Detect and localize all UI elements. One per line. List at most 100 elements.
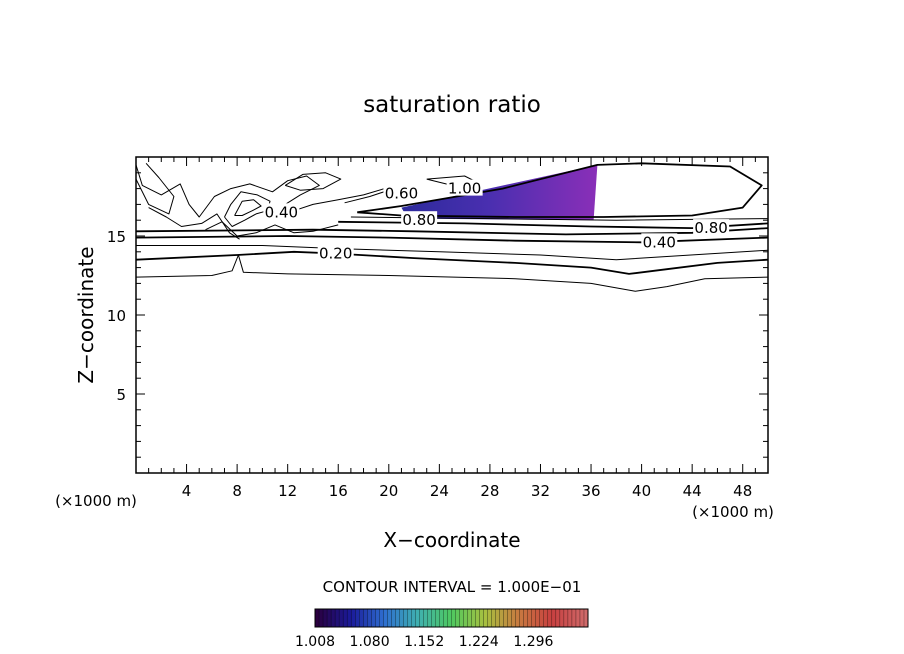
contour-line-9 — [224, 191, 271, 227]
colorbar-swatch — [559, 608, 565, 628]
colorbar-swatches — [314, 608, 589, 628]
x-tick-label: 20 — [379, 482, 398, 500]
x-tick-label: 4 — [182, 482, 192, 500]
contour-label-bg-0 — [317, 244, 354, 261]
colorbar-swatch — [459, 608, 464, 628]
x-tick-label: 32 — [531, 482, 550, 500]
colorbar-tick-label: 1.296 — [513, 634, 553, 650]
contour-line-0 — [136, 254, 768, 292]
colorbar-swatch — [318, 608, 324, 628]
colorbar-swatch — [475, 608, 481, 628]
colorbar-swatch — [463, 608, 469, 628]
colorbar-swatch — [571, 608, 577, 628]
x-tick-label: 48 — [733, 482, 752, 500]
x-tick-label: 16 — [329, 482, 348, 500]
colorbar-swatch — [507, 608, 513, 628]
colorbar-swatch — [447, 608, 452, 628]
contour-line-7 — [357, 162, 763, 218]
y-axis-label: Z−coordinate — [74, 246, 98, 383]
colorbar-frame — [314, 608, 589, 628]
colorbar-swatch — [415, 608, 420, 628]
y-tick-label: 15 — [107, 228, 126, 246]
colorbar-swatch — [379, 608, 384, 628]
colorbar-swatch — [471, 608, 477, 628]
contour-label-bg-1 — [263, 203, 300, 220]
colorbar-swatch — [551, 608, 557, 628]
contour-label-0: 0.20 — [319, 244, 352, 262]
colorbar-swatch — [443, 608, 448, 628]
contour-label-bg-5 — [641, 233, 678, 250]
colorbar-swatch — [547, 608, 553, 628]
shaded-region — [401, 164, 598, 221]
y-axis-ticks: 5 10 15 — [107, 172, 768, 458]
colorbar-swatch — [322, 608, 328, 628]
colorbar-tick-labels: 1.008 1.080 1.152 1.224 1.296 — [295, 634, 554, 650]
colorbar-swatch — [334, 608, 340, 628]
colorbar-swatch — [531, 608, 537, 628]
x-unit-label-left: (×1000 m) — [55, 492, 137, 510]
colorbar-swatch — [371, 608, 376, 628]
x-tick-label: 8 — [232, 482, 242, 500]
colorbar-swatch — [451, 608, 456, 628]
colorbar-swatch — [338, 608, 344, 628]
contour-label-3: 1.00 — [448, 180, 481, 198]
colorbar-swatch — [342, 608, 348, 628]
shaded-region-layer — [401, 164, 598, 221]
x-tick-label: 24 — [430, 482, 449, 500]
colorbar-swatch — [387, 608, 392, 628]
colorbar-swatch — [499, 608, 505, 628]
colorbar-swatch — [399, 608, 404, 628]
colorbar-swatch — [483, 608, 489, 628]
colorbar-swatch — [407, 608, 412, 628]
colorbar-swatch — [455, 608, 460, 628]
colorbar-swatch — [503, 608, 509, 628]
contour-label-bg-6 — [693, 219, 730, 236]
colorbar-swatch — [535, 608, 541, 628]
colorbar-swatch — [411, 608, 416, 628]
colorbar-tick-label: 1.080 — [350, 634, 390, 650]
colorbar-swatch — [511, 608, 517, 628]
colorbar: 1.008 1.080 1.152 1.224 1.296 — [295, 608, 589, 650]
colorbar-swatch — [435, 608, 440, 628]
colorbar-swatch — [495, 608, 501, 628]
y-tick-label: 5 — [116, 386, 126, 404]
contour-line-1 — [136, 250, 768, 275]
colorbar-swatch — [427, 608, 432, 628]
colorbar-swatch — [515, 608, 521, 628]
colorbar-swatch — [391, 608, 396, 628]
contour-label-1: 0.40 — [265, 203, 298, 221]
colorbar-swatch — [350, 608, 356, 628]
contour-line-12 — [148, 207, 240, 240]
contour-label-4: 0.80 — [402, 211, 435, 229]
colorbar-swatch — [423, 608, 428, 628]
colorbar-swatch — [383, 608, 388, 628]
x-tick-label: 40 — [632, 482, 651, 500]
colorbar-swatch — [527, 608, 533, 628]
x-tick-label: 36 — [581, 482, 600, 500]
contour-label-bg-4 — [401, 211, 438, 228]
colorbar-swatch — [403, 608, 408, 628]
x-tick-label: 12 — [278, 482, 297, 500]
x-tick-label: 44 — [683, 482, 702, 500]
contour-line-8 — [136, 164, 396, 218]
colorbar-swatch — [395, 608, 400, 628]
contour-label-bg-2 — [383, 184, 420, 201]
y-tick-label: 10 — [107, 307, 126, 325]
x-unit-label-right: (×1000 m) — [692, 503, 774, 521]
contour-line-11 — [205, 221, 339, 237]
colorbar-swatch — [563, 608, 569, 628]
colorbar-swatch — [491, 608, 497, 628]
x-axis-ticks: 4 8 12 16 20 24 28 32 36 40 44 48 — [148, 157, 756, 500]
colorbar-tick-label: 1.152 — [404, 634, 444, 650]
colorbar-swatch — [354, 608, 360, 628]
contour-line-2 — [136, 245, 768, 261]
colorbar-swatch — [567, 608, 573, 628]
colorbar-swatch — [375, 608, 380, 628]
x-axis-label: X−coordinate — [383, 528, 520, 552]
contour-interval-caption: CONTOUR INTERVAL = 1.000E−01 — [323, 578, 582, 596]
contour-line-10 — [234, 199, 262, 216]
colorbar-swatch — [431, 608, 436, 628]
colorbar-swatch — [579, 608, 585, 628]
colorbar-swatch — [367, 608, 372, 628]
